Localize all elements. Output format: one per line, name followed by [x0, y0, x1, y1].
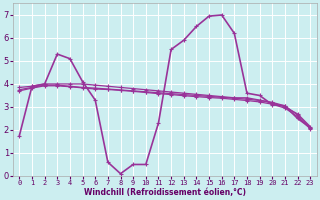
X-axis label: Windchill (Refroidissement éolien,°C): Windchill (Refroidissement éolien,°C): [84, 188, 246, 197]
